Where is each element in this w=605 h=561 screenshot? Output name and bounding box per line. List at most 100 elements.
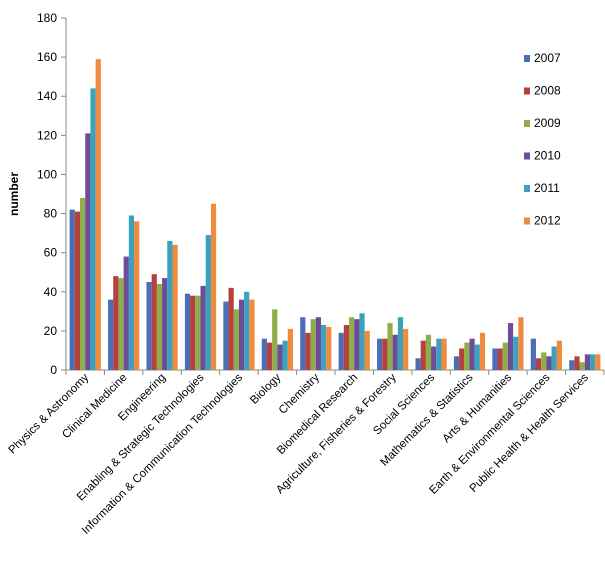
y-tick-label: 60 [44,246,58,260]
legend: 2007 2008 2009 2010 2011 2012 [524,51,561,228]
y-axis-title: number [7,172,21,216]
bar-2008 [574,356,580,370]
legend-label: 2008 [534,84,561,98]
bar-2010 [431,346,437,370]
bar-2011 [282,340,288,370]
bar-2009 [425,334,432,370]
y-tick-label: 40 [44,285,58,299]
bar-2007 [377,338,383,370]
bar-2011 [474,344,480,370]
y-tick-label: 80 [44,207,58,221]
bar-2012 [172,244,178,370]
bar-2012 [326,326,332,370]
legend-label: 2011 [534,181,560,195]
bar-2011 [90,88,96,371]
bar-2011 [244,291,250,370]
bar-2012 [595,354,601,370]
bar-2007 [453,356,460,370]
bar-2007 [530,338,536,370]
bar-2009 [464,342,470,370]
bar-2009 [349,317,355,370]
bar-2010 [546,356,552,370]
bar-2008 [420,340,426,370]
bar-2009 [272,309,278,370]
bar-2007 [184,293,191,370]
bar-2012 [134,221,140,370]
bar-2007 [300,317,306,370]
bar-2012 [249,299,255,370]
bar-2007 [261,338,267,370]
bar-2007 [569,360,575,370]
bar-2009 [195,295,201,370]
bar-2008 [343,325,350,370]
bar-2011 [205,235,211,370]
bar-2011 [513,336,519,370]
legend-swatch [524,185,530,192]
bar-2007 [338,332,344,370]
bar-2009 [80,197,86,370]
bar-2010 [238,299,245,370]
bar-2009 [579,362,585,370]
bar-2012 [287,328,293,370]
y-tick-label: 160 [37,50,57,64]
bar-2012 [403,328,409,370]
bar-2010 [85,133,91,370]
legend-swatch [524,55,530,62]
bar-2009 [387,323,393,370]
bar-2010 [123,256,129,370]
x-tick-label: Biology [248,371,283,406]
bar-2007 [146,282,152,370]
bar-2009 [502,342,508,370]
bar-2011 [359,313,365,370]
bar-2007 [415,358,421,370]
legend-swatch [524,217,530,225]
bar-2009 [233,309,239,370]
bar-2012 [441,338,447,370]
bar-2011 [589,354,596,370]
y-tick-label: 100 [37,167,57,181]
bar-2012 [556,340,562,370]
bar-2012 [364,330,370,370]
bar-2009 [118,278,124,370]
bar-2010 [469,338,475,370]
legend-swatch [524,120,530,127]
y-tick-label: 120 [37,128,57,142]
bar-2010 [354,319,360,370]
bar-2010 [507,323,514,370]
bar-2012 [95,59,101,371]
bar-2011 [551,346,557,370]
legend-swatch [524,152,530,160]
bar-2007 [223,301,229,370]
legend-swatch [524,87,530,95]
bar-2010 [315,317,321,370]
bar-2010 [277,344,283,370]
bar-2010 [584,354,590,370]
bar-2008 [74,211,81,370]
bar-2007 [69,209,75,370]
bar-2011 [167,240,173,370]
bar-2007 [108,299,114,370]
bar-2009 [310,319,316,370]
bar-2012 [479,332,486,370]
bar-2010 [200,285,206,370]
bar-2011 [397,317,404,370]
bar-2008 [151,274,157,370]
y-tick-label: 180 [37,11,57,25]
y-tick-label: 20 [44,324,58,338]
y-tick-label: 140 [37,89,57,103]
bars [69,59,601,371]
bar-2012 [518,317,524,370]
bar-2008 [190,295,196,370]
bar-2010 [392,334,398,370]
bar-2008 [459,348,465,370]
legend-label: 2012 [534,214,561,228]
bar-2008 [305,332,311,370]
bar-2008 [266,342,273,370]
x-tick-label: Arts & Humanities [440,371,514,445]
legend-label: 2010 [534,149,561,163]
y-tick-label: 0 [50,363,57,377]
bar-2007 [492,348,498,370]
bar-2009 [541,352,547,370]
